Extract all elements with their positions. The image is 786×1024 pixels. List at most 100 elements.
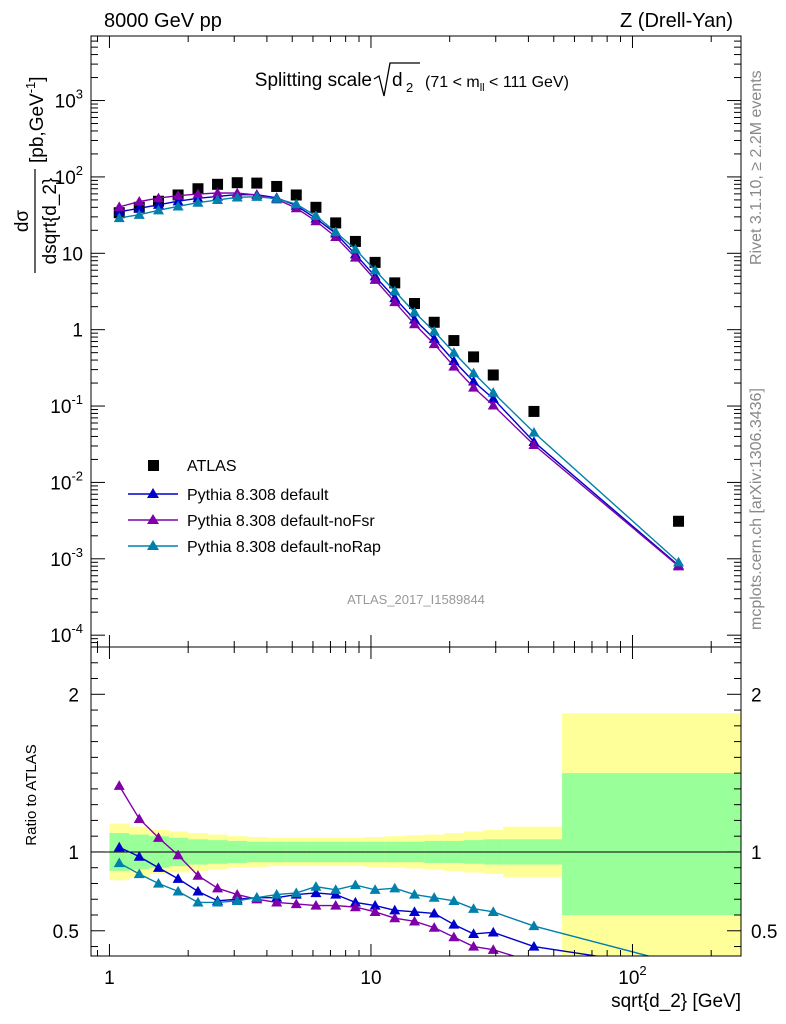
- mcplots-label: mcplots.cern.ch [arXiv:1306.3436]: [748, 388, 765, 630]
- ratio-series-2: [113, 780, 516, 956]
- x-tick-labels: 1 10 102: [104, 963, 646, 989]
- ratio-point: [231, 889, 243, 899]
- data-point: [330, 226, 342, 237]
- data-point: [349, 243, 361, 254]
- data-point: [528, 439, 540, 450]
- ratio-point: [212, 896, 224, 907]
- data-point: [468, 367, 480, 378]
- data-point-atlas: [389, 277, 401, 289]
- legend-label-default: Pythia 8.308 default: [187, 487, 329, 504]
- ratio-point: [528, 941, 540, 951]
- ratio-uncertainty-bands: [109, 713, 742, 956]
- rivet-label: Rivet 3.1.10, ≥ 2.2M events: [748, 70, 765, 265]
- ratio-point: [369, 906, 381, 916]
- data-point: [113, 212, 125, 223]
- title-main: Splitting scale: [255, 70, 372, 91]
- main-series: [113, 177, 685, 571]
- header-left: 8000 GeV pp: [104, 10, 222, 32]
- x-tick-label-base: 10: [360, 968, 381, 989]
- data-point-atlas: [408, 298, 420, 310]
- data-point-atlas: [448, 335, 460, 347]
- x-tick-label: 102: [618, 963, 646, 989]
- data-point: [231, 191, 243, 202]
- ratio-panel-frame: [90, 646, 742, 957]
- main-y-axis-label: dσ dsqrt{d_2} [pb,GeV-1]: [12, 76, 61, 273]
- ratio-point: [468, 941, 480, 951]
- ratio-series-line: [118, 785, 516, 956]
- data-point: [349, 252, 361, 262]
- ratio-point: [310, 881, 322, 891]
- y-tick-label-exp: -2: [71, 468, 83, 483]
- ratio-point: [192, 870, 204, 880]
- data-point-atlas: [271, 180, 283, 192]
- x-tick-label: 10: [360, 968, 381, 989]
- data-point: [290, 198, 302, 209]
- data-point: [310, 210, 322, 220]
- legend: ATLAS Pythia 8.308 default Pythia 8.308 …: [128, 458, 381, 556]
- y-tick-label: 103: [55, 87, 83, 113]
- data-point: [192, 197, 204, 207]
- ratio-point: [271, 889, 283, 899]
- legend-marker-default: [147, 488, 159, 498]
- ratio-point: [231, 895, 243, 905]
- ratio-point: [310, 900, 322, 910]
- ratio-point: [448, 895, 460, 905]
- ratio-point: [349, 901, 361, 912]
- y-tick-label: 1: [72, 321, 83, 342]
- y-tick-label-exp: -1: [71, 392, 83, 407]
- band-inner: [562, 773, 742, 916]
- y-label-units: [pb,GeV-1]: [23, 76, 48, 163]
- ratio-point: [172, 849, 184, 860]
- data-point: [408, 318, 420, 329]
- main-title: Splitting scale d 2 (71 < mll < 111 GeV): [255, 62, 569, 97]
- y-tick-label: 102: [55, 163, 83, 189]
- data-point: [172, 195, 184, 206]
- legend-marker-atlas: [148, 460, 159, 471]
- data-point-atlas: [487, 369, 499, 381]
- y-tick-label-exp: -4: [71, 621, 83, 636]
- data-point: [528, 427, 540, 437]
- ratio-point: [152, 862, 164, 872]
- x-tick-label-base: 10: [618, 968, 639, 989]
- series-line: [119, 196, 679, 563]
- data-point: [251, 191, 263, 201]
- ratio-point: [172, 873, 184, 883]
- ratio-point: [408, 906, 420, 916]
- x-tick-label-base: 1: [104, 968, 115, 989]
- title-range: (71 < mll < 111 GeV): [425, 74, 569, 94]
- data-point: [448, 347, 460, 357]
- data-point: [673, 556, 685, 567]
- data-point: [428, 338, 440, 349]
- x-tick-label: 1: [104, 968, 115, 989]
- y-tick-label-exp: -3: [71, 545, 83, 560]
- ratio-point: [369, 884, 381, 894]
- ratio-point: [369, 900, 381, 910]
- ratio-point: [133, 868, 145, 879]
- ratio-point: [172, 885, 184, 896]
- ratio-series-3: [113, 857, 652, 956]
- data-point-atlas: [428, 316, 440, 328]
- data-point: [133, 196, 145, 206]
- data-point: [468, 381, 480, 392]
- data-point-atlas: [251, 177, 263, 189]
- legend-label-norap: Pythia 8.308 default-noRap: [187, 539, 381, 556]
- data-point-atlas: [212, 178, 224, 190]
- ratio-series-line: [118, 846, 601, 956]
- ratio-point: [468, 903, 480, 913]
- ratio-point: [192, 885, 204, 896]
- y-label-units-end: ]: [27, 76, 48, 81]
- ratio-point: [133, 851, 145, 861]
- ratio-point: [389, 904, 401, 915]
- ratio-point: [487, 926, 499, 937]
- ratio-point: [448, 931, 460, 942]
- series-line: [119, 192, 679, 567]
- main-axis-ticks: [91, 35, 741, 648]
- ratio-y-tick-label: 0.5: [53, 922, 79, 943]
- data-point-atlas: [673, 515, 685, 527]
- y-tick-label-base: 10: [50, 626, 71, 647]
- data-point: [212, 194, 224, 205]
- ratio-y-tick-label: 1: [68, 843, 79, 864]
